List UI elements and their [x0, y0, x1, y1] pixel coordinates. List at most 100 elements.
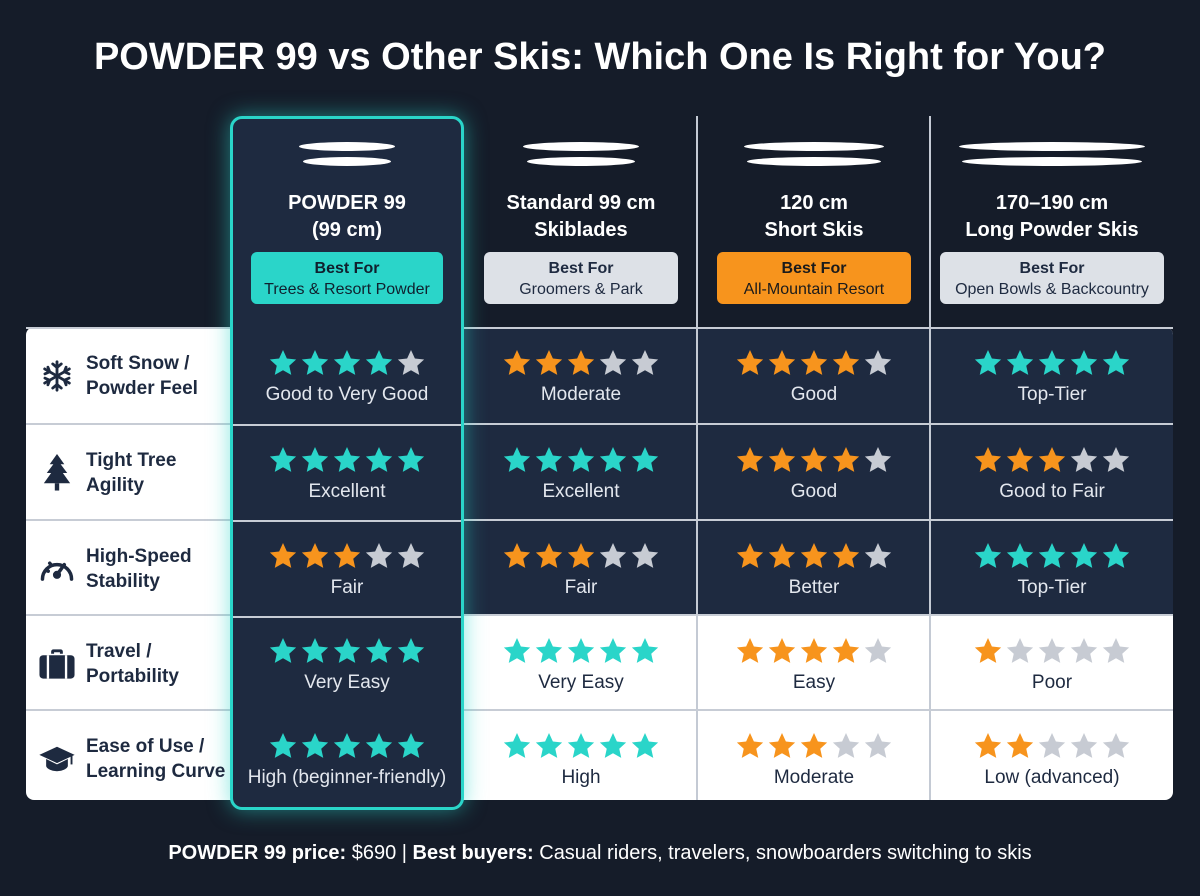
rating-text: Very Easy	[538, 672, 624, 693]
rating-text: Good to Very Good	[265, 384, 429, 405]
rating-text: Good	[790, 384, 838, 405]
column-name: POWDER 99 (99 cm)	[232, 190, 462, 244]
star-icon	[1006, 733, 1034, 758]
column-name-line2: (99 cm)	[311, 219, 383, 241]
row-divider	[26, 614, 1173, 616]
star-rating	[973, 445, 1132, 475]
star-icon	[1038, 447, 1066, 472]
rating-text: Moderate	[540, 384, 622, 405]
ski-pair-icon	[959, 142, 1145, 172]
feature-label-line1: Travel /	[86, 640, 152, 662]
star-icon	[535, 733, 563, 758]
column-name-line1: 170–190 cm	[995, 192, 1109, 214]
column-header: 120 cm Short Skis Best For All-Mountain Res…	[698, 116, 930, 326]
star-icon	[1102, 733, 1130, 758]
star-icon	[864, 638, 892, 663]
star-rating	[502, 445, 661, 475]
price-value: $690 |	[346, 842, 413, 864]
best-for-badge: Best For Trees & Resort Powder	[251, 252, 443, 304]
star-icon	[333, 638, 361, 663]
star-icon	[365, 350, 393, 375]
rating-cell: Excellent	[232, 425, 462, 520]
star-icon	[365, 733, 393, 758]
star-icon	[832, 733, 860, 758]
star-rating	[973, 348, 1132, 378]
feature-label-cell: Tight Tree Agility	[26, 425, 231, 520]
rating-text: Excellent	[542, 481, 620, 502]
column-name: Standard 99 cm Skiblades	[465, 190, 697, 244]
star-icon	[768, 350, 796, 375]
star-icon	[800, 543, 828, 568]
badge-title: Best For	[781, 260, 847, 277]
star-icon	[269, 733, 297, 758]
column-name-line1: POWDER 99	[288, 192, 406, 214]
rating-cell: Good to Fair	[931, 425, 1173, 520]
star-icon	[301, 543, 329, 568]
feature-label-cell: Travel / Portability	[26, 616, 231, 711]
feature-label-line2: Portability	[86, 665, 179, 687]
star-icon	[736, 733, 764, 758]
feature-label-cell: Ease of Use / Learning Curve	[26, 711, 231, 806]
rating-text: Very Easy	[304, 672, 390, 693]
footer-summary: POWDER 99 price: $690 | Best buyers: Cas…	[0, 842, 1200, 865]
feature-label-line2: Learning Curve	[86, 760, 226, 782]
best-for-badge: Best For All-Mountain Resort	[717, 252, 911, 304]
rating-cell: Very Easy	[232, 616, 462, 711]
star-icon	[800, 350, 828, 375]
star-icon	[864, 733, 892, 758]
star-icon	[864, 447, 892, 472]
star-icon	[397, 733, 425, 758]
star-icon	[832, 543, 860, 568]
star-icon	[768, 447, 796, 472]
feature-label-line1: Soft Snow /	[86, 352, 190, 374]
column-name-line1: Standard 99 cm	[506, 192, 656, 214]
rating-cell: Top-Tier	[931, 521, 1173, 616]
star-icon	[768, 543, 796, 568]
badge-text: All-Mountain Resort	[743, 281, 885, 298]
star-icon	[397, 447, 425, 472]
rating-text: Easy	[792, 672, 836, 693]
star-icon	[333, 447, 361, 472]
star-icon	[269, 350, 297, 375]
column-name: 120 cm Short Skis	[698, 190, 930, 244]
column-divider	[696, 116, 698, 800]
star-icon	[768, 638, 796, 663]
feature-label: Tight Tree Agility	[86, 448, 176, 498]
star-icon	[535, 638, 563, 663]
star-rating	[735, 541, 894, 571]
best-for-badge: Best For Groomers & Park	[484, 252, 678, 304]
star-icon	[567, 638, 595, 663]
star-icon	[535, 543, 563, 568]
star-icon	[599, 350, 627, 375]
star-icon	[301, 447, 329, 472]
star-icon	[1038, 733, 1066, 758]
buyers-label: Best buyers:	[412, 842, 534, 864]
rating-cell: Very Easy	[465, 616, 697, 711]
rating-cell: Better	[698, 521, 930, 616]
star-icon	[631, 350, 659, 375]
rating-cell: Good	[698, 328, 930, 423]
star-icon	[1070, 638, 1098, 663]
badge-text: Open Bowls & Backcountry	[955, 281, 1149, 298]
column-header: 170–190 cm Long Powder Skis Best For Open B…	[931, 116, 1173, 326]
ski-pair-icon	[523, 142, 639, 172]
star-icon	[800, 733, 828, 758]
column-name-line1: 120 cm	[780, 192, 848, 214]
price-label: POWDER 99 price:	[168, 842, 347, 864]
star-icon	[736, 638, 764, 663]
feature-label: Travel / Portability	[86, 639, 179, 689]
row-divider	[26, 709, 1173, 711]
tree-icon	[38, 453, 76, 492]
star-icon	[397, 638, 425, 663]
graduation-cap-icon	[38, 744, 76, 774]
star-icon	[567, 350, 595, 375]
rating-cell: Top-Tier	[931, 328, 1173, 423]
rating-cell: Fair	[465, 521, 697, 616]
feature-label-line1: Ease of Use /	[86, 735, 205, 757]
star-icon	[567, 543, 595, 568]
star-icon	[800, 638, 828, 663]
rating-text: Better	[788, 577, 840, 598]
star-icon	[1070, 733, 1098, 758]
star-icon	[1006, 638, 1034, 663]
star-icon	[1038, 543, 1066, 568]
